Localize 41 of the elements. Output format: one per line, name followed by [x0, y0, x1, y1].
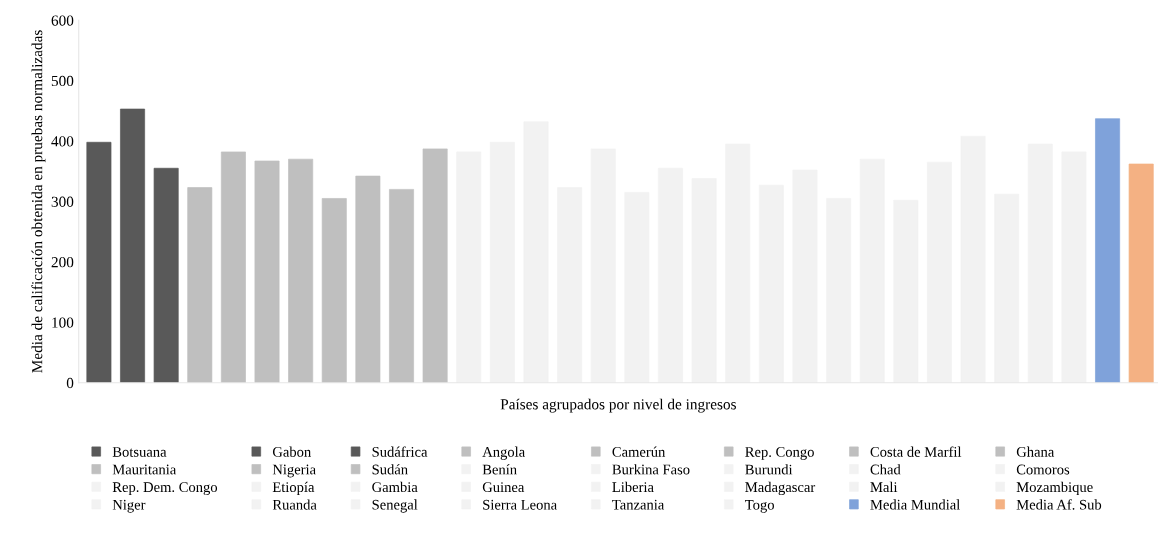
y-tick-label: 0	[66, 377, 74, 389]
legend-label: Botsuana	[112, 447, 167, 457]
y-tick-label: 400	[51, 136, 74, 147]
y-axis-title: Media de calificación obtenida en pruebas normalizadas	[31, 30, 46, 373]
legend-label: Costa de Marfil	[870, 446, 962, 457]
legend-label: Rep. Dem. Congo	[112, 482, 218, 496]
x-axis-title: Países agrupados por nivel de ingresos	[500, 398, 736, 413]
legend-label: Gambia	[372, 481, 418, 493]
legend-label: Burundi	[745, 464, 793, 475]
legend-label: Niger	[112, 499, 146, 513]
legend-label: Mauritania	[112, 464, 177, 475]
y-tick-label: 200	[51, 257, 74, 268]
y-tick-label: 500	[51, 75, 74, 87]
legend-label: Comoros	[1016, 464, 1070, 475]
legend-label: Camerún	[612, 446, 666, 457]
legend-label: Nigeria	[272, 464, 316, 478]
legend-label: Media Af. Sub	[1016, 499, 1102, 510]
legend-label: Sudáfrica	[372, 446, 428, 457]
y-tick-label: 300	[51, 196, 74, 207]
y-tick-label: 600	[51, 15, 74, 26]
legend-label: Mozambique	[1016, 481, 1093, 495]
legend-label: Madagascar	[745, 481, 816, 496]
legend-label: Guinea	[482, 482, 525, 493]
legend-label: Angola	[482, 446, 525, 460]
legend-label: Gabon	[272, 446, 311, 457]
legend-label: Etiopía	[272, 481, 315, 496]
legend-label: Togo	[745, 500, 774, 513]
legend-label: Tanzania	[612, 499, 665, 510]
legend-label: Ghana	[1016, 446, 1055, 457]
legend-label: Ruanda	[272, 499, 317, 510]
legend-label: Mali	[870, 481, 898, 493]
legend-label: Benín	[482, 464, 517, 475]
legend-label: Rep. Congo	[745, 447, 814, 460]
legend-label: Liberia	[612, 481, 654, 493]
legend-label: Sierra Leona	[483, 499, 557, 510]
legend-label: Chad	[870, 464, 901, 475]
legend-label: Media Mundial	[870, 499, 960, 510]
legend-label: Senegal	[372, 499, 418, 513]
legend-label: Burkina Faso	[612, 464, 690, 475]
legend-label: Sudán	[372, 464, 408, 475]
y-tick-label: 100	[52, 317, 74, 328]
